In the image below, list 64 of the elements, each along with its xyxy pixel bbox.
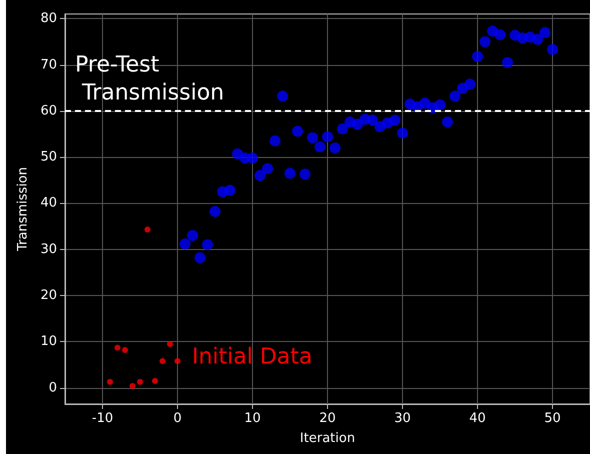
y-tick-label: 60	[40, 103, 57, 118]
x-tick-label: 40	[469, 411, 486, 426]
y-tick-label: 70	[40, 57, 57, 72]
annotation: Initial Data	[192, 344, 312, 370]
point	[532, 34, 543, 45]
point	[292, 126, 303, 137]
point	[144, 226, 150, 233]
point	[180, 238, 190, 250]
y-axis-title: Transmission	[16, 167, 31, 252]
point	[254, 170, 266, 182]
point	[130, 383, 136, 389]
point	[247, 152, 258, 164]
point	[502, 56, 513, 68]
point	[322, 131, 333, 142]
point	[194, 252, 206, 264]
point	[547, 44, 558, 56]
point	[337, 123, 348, 134]
point	[107, 378, 113, 385]
point	[122, 347, 128, 353]
point	[187, 230, 198, 242]
point	[397, 128, 408, 139]
point	[270, 135, 280, 146]
point	[480, 36, 490, 48]
point	[167, 341, 173, 347]
point	[464, 78, 476, 90]
y-tick-label: 30	[40, 242, 57, 257]
x-tick-label: 0	[173, 411, 182, 426]
point	[262, 163, 273, 174]
point	[152, 378, 158, 384]
point	[224, 184, 236, 196]
point	[277, 90, 288, 102]
y-tick-label: 0	[48, 380, 57, 396]
point	[442, 116, 453, 128]
y-tick-label: 50	[40, 150, 57, 165]
x-tick-label: 30	[394, 411, 411, 426]
x-tick-label: 20	[319, 411, 336, 426]
point	[137, 378, 143, 385]
point	[160, 358, 166, 364]
y-tick-label: 20	[40, 288, 57, 304]
point	[434, 99, 446, 110]
point	[472, 50, 483, 62]
x-tick-label: 50	[544, 411, 561, 426]
point	[540, 26, 550, 38]
x-tick-label: 10	[244, 411, 261, 426]
point	[174, 358, 180, 364]
ref-line-label: Pre-Test Transmission	[75, 52, 224, 106]
y-tick-label: 10	[40, 334, 57, 350]
point	[352, 118, 363, 130]
point	[450, 90, 460, 102]
point	[300, 168, 310, 180]
x-axis-title: Iteration	[300, 431, 356, 446]
point	[314, 141, 326, 152]
point	[390, 114, 400, 126]
point	[330, 142, 340, 154]
y-tick-label: 80	[40, 11, 57, 26]
point	[307, 132, 318, 144]
x-tick-label: -10	[92, 411, 114, 426]
point	[202, 239, 213, 250]
point	[494, 29, 506, 40]
y-tick-label: 40	[40, 196, 57, 211]
point	[367, 114, 378, 126]
point	[210, 206, 220, 218]
point	[114, 344, 120, 351]
point	[284, 168, 296, 179]
